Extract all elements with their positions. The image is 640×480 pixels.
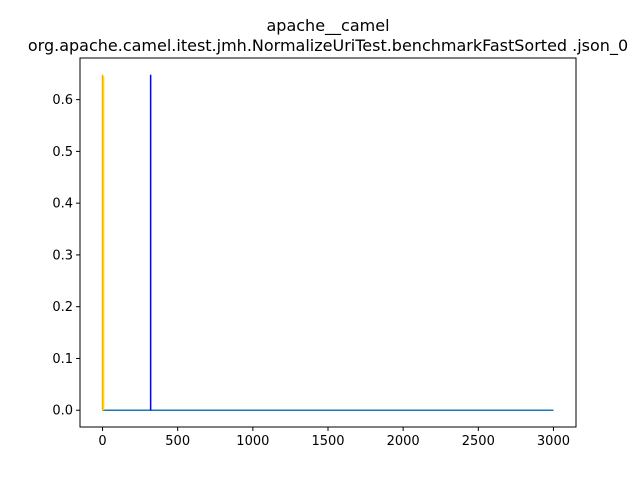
plot-frame [79,57,577,428]
chart-subtitle: org.apache.camel.itest.jmh.NormalizeUriT… [28,36,628,56]
y-tick-label: 0.5 [52,145,73,160]
y-tick-label: 0.0 [52,404,73,419]
y-tick-label: 0.6 [52,93,73,108]
x-tick-label: 1500 [311,434,344,449]
x-tick-label: 1000 [236,434,269,449]
y-tick-label: 0.3 [52,248,73,263]
y-tick-label: 0.4 [52,197,73,212]
y-tick-label: 0.2 [52,300,73,315]
y-tick-label: 0.1 [52,352,73,367]
x-axis: 0 500 1000 1500 2000 2500 3000 [98,427,570,449]
x-tick-label: 2000 [387,434,420,449]
data-marks [101,74,554,411]
chart-title: apache__camel [266,16,389,36]
x-tick-label: 500 [165,434,190,449]
x-tick-label: 2500 [462,434,495,449]
x-tick-label: 0 [98,434,106,449]
x-tick-label: 3000 [537,434,570,449]
y-axis: 0.0 0.1 0.2 0.3 0.4 0.5 0.6 [52,93,80,419]
